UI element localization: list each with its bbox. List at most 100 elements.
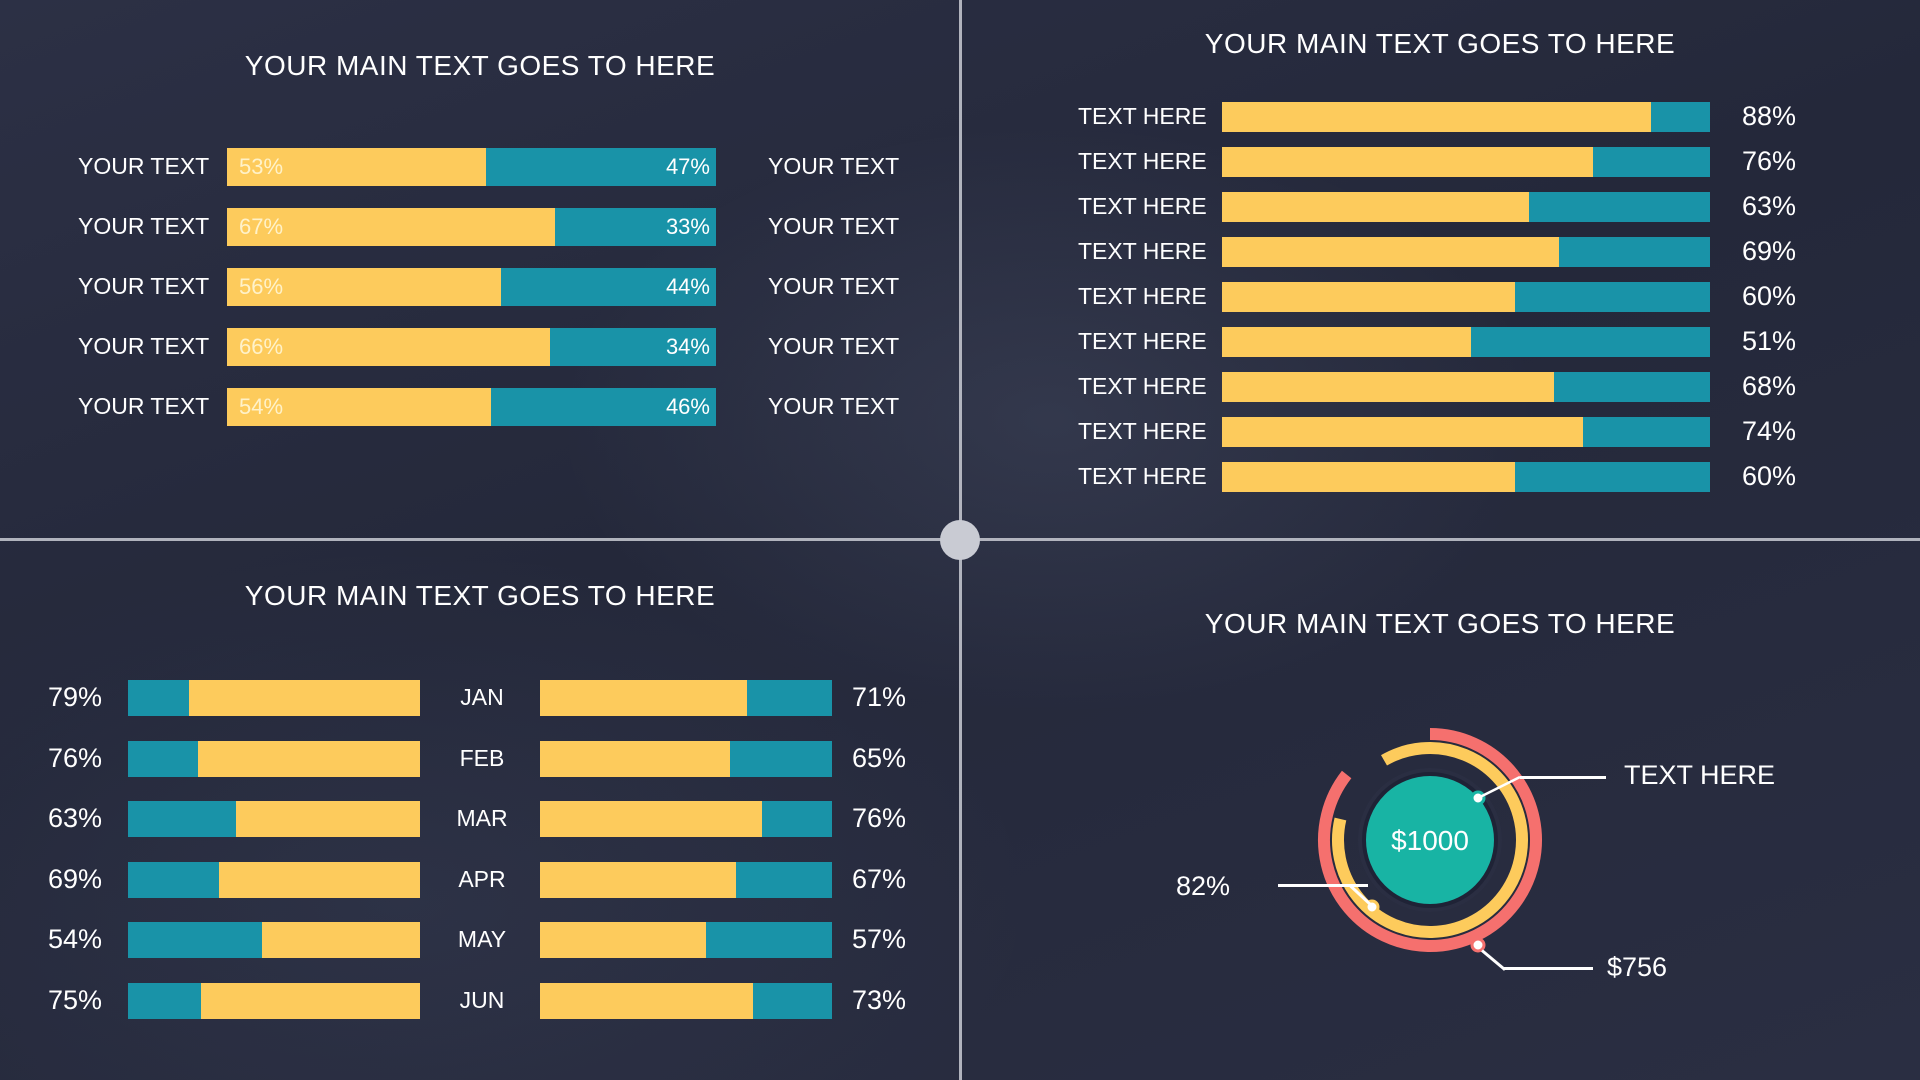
left-bar — [128, 680, 420, 716]
category-label: TEXT HERE — [1078, 283, 1207, 309]
left-bar — [128, 861, 420, 898]
left-bar — [128, 740, 420, 777]
right-value-label: 73% — [852, 984, 907, 1015]
left-bar-fill — [262, 922, 420, 958]
value-label: 51% — [1742, 326, 1797, 356]
bar-segment-right: 33% — [554, 208, 716, 246]
center-dot — [940, 520, 980, 560]
middle-ring-arc — [1332, 742, 1528, 938]
right-bar-fill — [540, 982, 754, 1019]
progress-fill — [1222, 462, 1515, 492]
bar-value-right: 47% — [665, 154, 710, 179]
left-bar — [128, 982, 420, 1019]
value-label: 60% — [1742, 461, 1797, 491]
value-label: 88% — [1742, 101, 1797, 131]
connector-line — [1278, 884, 1368, 887]
row-left-label: YOUR TEXT — [78, 153, 210, 179]
category-label: TEXT HERE — [1078, 148, 1207, 174]
connector-dot — [1470, 937, 1486, 953]
right-bar — [540, 801, 832, 837]
category-label: TEXT HERE — [1078, 238, 1207, 264]
top-right-title: YOUR MAIN TEXT GOES TO HERE — [1204, 28, 1676, 59]
progress-bar — [1222, 372, 1710, 402]
right-value-label: 71% — [852, 682, 907, 712]
progress-bar — [1222, 102, 1710, 132]
progress-bar — [1222, 417, 1710, 447]
right-value-label: 65% — [852, 742, 907, 773]
value-label: 69% — [1742, 236, 1797, 266]
right-bar-fill — [540, 680, 748, 716]
progress-fill — [1222, 102, 1652, 132]
month-label: FEB — [459, 744, 505, 771]
split-bar: 66% 34% — [227, 328, 716, 366]
month-label: APR — [458, 865, 506, 892]
row-right-label: YOUR TEXT — [768, 273, 900, 299]
bar-segment-right: 34% — [549, 328, 716, 366]
progress-bar — [1222, 192, 1710, 222]
ring-label: $756 — [1607, 952, 1668, 982]
left-bar-fill — [198, 740, 420, 777]
progress-fill — [1222, 417, 1584, 447]
right-bar — [540, 680, 832, 716]
category-label: TEXT HERE — [1078, 103, 1207, 129]
left-bar — [128, 801, 420, 837]
left-value-label: 63% — [48, 803, 103, 833]
value-label: 63% — [1742, 191, 1797, 221]
left-value-label: 75% — [48, 984, 103, 1015]
bar-value-left: 54% — [239, 394, 284, 419]
row-right-label: YOUR TEXT — [768, 333, 900, 359]
right-bar-fill — [540, 740, 730, 777]
left-bar-fill — [189, 680, 420, 716]
split-bar: 56% 44% — [227, 268, 716, 306]
bar-segment-left: 53% — [227, 148, 487, 186]
progress-fill — [1222, 147, 1593, 177]
progress-bar — [1222, 327, 1710, 357]
bar-segment-left: 66% — [227, 328, 550, 366]
right-value-label: 76% — [852, 803, 907, 833]
right-bar — [540, 922, 832, 958]
bar-segment-left: 54% — [227, 388, 492, 426]
bar-segment-left: 67% — [227, 208, 555, 246]
category-label: TEXT HERE — [1078, 463, 1207, 489]
category-label: TEXT HERE — [1078, 418, 1207, 444]
progress-fill — [1222, 192, 1530, 222]
month-label: MAY — [457, 926, 507, 952]
progress-fill — [1222, 372, 1554, 402]
split-bar: 53% 47% — [227, 148, 716, 186]
top-left-title: YOUR MAIN TEXT GOES TO HERE — [244, 50, 716, 81]
left-bar-fill — [218, 861, 420, 898]
right-bar-fill — [540, 861, 736, 898]
left-bar — [128, 922, 420, 958]
right-value-label: 57% — [852, 924, 907, 954]
bar-segment-right: 47% — [486, 148, 716, 186]
value-label: 68% — [1742, 371, 1797, 401]
right-bar — [540, 982, 832, 1019]
progress-fill — [1222, 237, 1559, 267]
bar-value-right: 33% — [665, 214, 710, 239]
progress-fill — [1222, 282, 1515, 312]
bar-segment-left: 56% — [227, 268, 501, 306]
row-left-label: YOUR TEXT — [78, 333, 210, 359]
progress-bar — [1222, 462, 1710, 492]
bar-value-left: 53% — [239, 154, 284, 179]
category-label: TEXT HERE — [1078, 373, 1207, 399]
center-value: $1000 — [1391, 825, 1469, 856]
progress-fill — [1222, 327, 1471, 357]
bar-value-right: 46% — [665, 394, 710, 419]
progress-bar — [1222, 282, 1710, 312]
left-value-label: 76% — [48, 742, 103, 773]
right-value-label: 67% — [852, 863, 907, 894]
month-label: JUN — [459, 986, 505, 1013]
progress-bar — [1222, 147, 1710, 177]
outer-ring-arc — [1318, 728, 1542, 952]
ring-label: 82% — [1176, 871, 1231, 901]
connector-line — [1477, 775, 1521, 800]
bar-value-left: 56% — [239, 274, 284, 299]
split-bar: 67% 33% — [227, 208, 716, 246]
month-label: JAN — [460, 684, 504, 710]
left-bar-fill — [201, 982, 420, 1019]
month-label: MAR — [456, 805, 508, 831]
value-label: 74% — [1742, 416, 1797, 446]
value-label: 76% — [1742, 146, 1797, 176]
bar-segment-right: 44% — [500, 268, 716, 306]
